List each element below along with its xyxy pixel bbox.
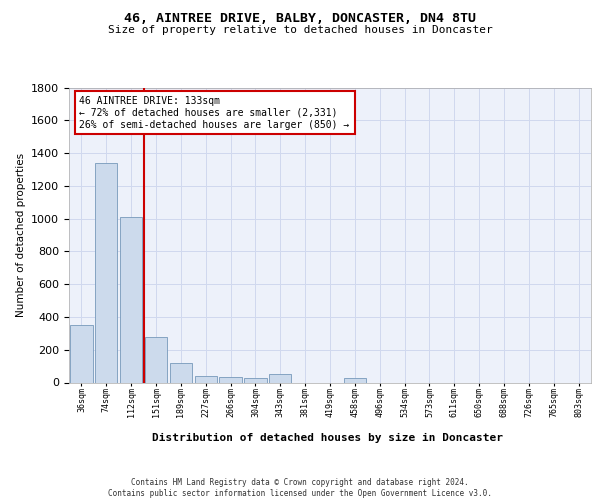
- Text: Contains HM Land Registry data © Crown copyright and database right 2024.
Contai: Contains HM Land Registry data © Crown c…: [108, 478, 492, 498]
- Bar: [70, 325, 92, 382]
- Bar: [120, 217, 142, 382]
- Bar: [220, 377, 242, 382]
- Bar: [170, 363, 192, 382]
- Text: 46 AINTREE DRIVE: 133sqm
← 72% of detached houses are smaller (2,331)
26% of sem: 46 AINTREE DRIVE: 133sqm ← 72% of detach…: [79, 96, 350, 130]
- Text: Size of property relative to detached houses in Doncaster: Size of property relative to detached ho…: [107, 25, 493, 35]
- Bar: [269, 374, 292, 382]
- Bar: [145, 336, 167, 382]
- Y-axis label: Number of detached properties: Number of detached properties: [16, 153, 26, 317]
- Bar: [95, 163, 118, 382]
- Bar: [194, 376, 217, 382]
- Text: Distribution of detached houses by size in Doncaster: Distribution of detached houses by size …: [151, 432, 503, 442]
- Bar: [344, 378, 366, 382]
- Bar: [244, 378, 266, 382]
- Text: 46, AINTREE DRIVE, BALBY, DONCASTER, DN4 8TU: 46, AINTREE DRIVE, BALBY, DONCASTER, DN4…: [124, 12, 476, 26]
